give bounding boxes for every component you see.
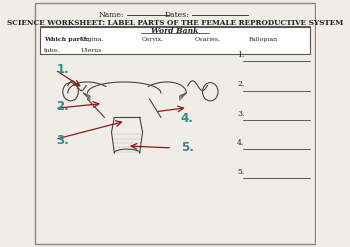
Text: Cervix,: Cervix, — [141, 37, 163, 42]
Text: 4.: 4. — [237, 139, 244, 147]
Text: 5.: 5. — [237, 168, 244, 176]
Text: 3.: 3. — [56, 134, 69, 147]
Text: Uterus: Uterus — [80, 48, 102, 53]
Text: Dates:: Dates: — [164, 11, 189, 19]
Text: Name:: Name: — [99, 11, 124, 19]
Text: 1.: 1. — [56, 63, 69, 76]
Text: 4.: 4. — [181, 112, 194, 125]
Text: Which part?:: Which part?: — [44, 37, 89, 42]
Text: 2.: 2. — [56, 100, 69, 113]
FancyBboxPatch shape — [40, 27, 310, 54]
Text: Word Bank: Word Bank — [151, 27, 199, 35]
Text: 2.: 2. — [237, 81, 244, 88]
Text: 1.: 1. — [237, 51, 244, 59]
Text: Vagina,: Vagina, — [80, 37, 104, 42]
Text: SCIENCE WORKSHEET: LABEL PARTS OF THE FEMALE REPRODUCTIVE SYSTEM: SCIENCE WORKSHEET: LABEL PARTS OF THE FE… — [7, 19, 343, 27]
Text: Ovaries,: Ovaries, — [195, 37, 221, 42]
Text: Fallopian: Fallopian — [248, 37, 278, 42]
Text: 3.: 3. — [237, 110, 244, 118]
Text: tube,: tube, — [44, 48, 60, 53]
Text: 5.: 5. — [181, 142, 194, 154]
